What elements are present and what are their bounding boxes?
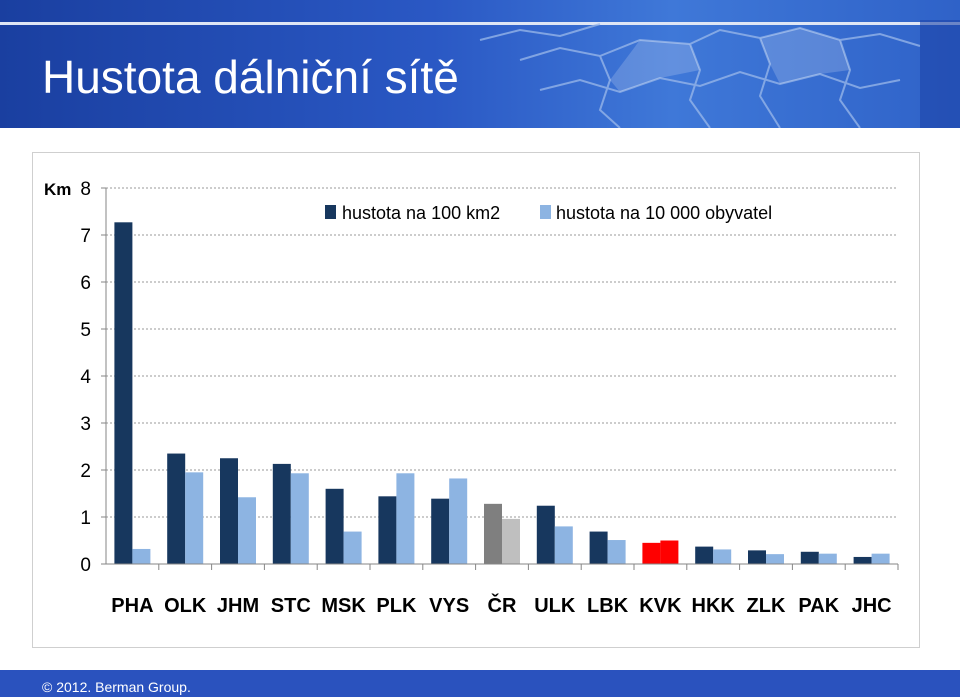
bar-čr-series-1 — [484, 503, 502, 564]
bar-kvk-series-2 — [660, 540, 679, 564]
bar-msk-series-2 — [343, 531, 362, 564]
y-tick-label: 6 — [80, 273, 91, 294]
bar-pak-series-2 — [818, 553, 837, 564]
legend-swatch-series-2 — [540, 205, 551, 219]
bar-chart: 0 1 2 3 4 5 6 7 8 Km PHA OLK JHM STC MSK PLK VYS ČR ULK L… — [44, 179, 899, 617]
bar-jhc-series-2 — [871, 553, 890, 564]
x-tick-label: STC — [271, 595, 311, 617]
bar-kvk-series-1 — [642, 542, 661, 564]
bar-stc-series-2 — [290, 473, 309, 564]
bar-zlk-series-2 — [766, 554, 784, 564]
y-tick-label: 5 — [80, 320, 91, 341]
bar-ulk-series-1 — [536, 505, 555, 564]
bar-lbk-series-1 — [589, 531, 608, 564]
legend-label-series-1: hustota na 100 km2 — [342, 203, 500, 223]
bar-lbk-series-2 — [607, 540, 626, 564]
x-tick-label: OLK — [164, 595, 207, 617]
y-tick-label: 4 — [80, 367, 91, 388]
bar-plk-series-2 — [396, 473, 415, 564]
bar-čr-series-2 — [502, 518, 520, 564]
bar-jhc-series-1 — [853, 556, 872, 564]
y-tick-label: 3 — [80, 414, 91, 435]
y-tick-label: 1 — [80, 508, 91, 529]
bar-hkk-series-1 — [695, 546, 714, 564]
slide-title: Hustota dálniční sítě — [42, 51, 459, 103]
x-tick-label: ULK — [534, 595, 576, 617]
bar-vys-series-1 — [431, 498, 450, 564]
y-axis-ticks: 0 1 2 3 4 5 6 7 8 — [80, 179, 106, 576]
x-tick-label: ZLK — [747, 595, 786, 617]
bar-jhm-series-2 — [238, 497, 256, 564]
bar-olk-series-2 — [185, 472, 204, 564]
slide-header: Hustota dálniční sítě — [0, 0, 960, 128]
x-tick-label: HKK — [692, 595, 736, 617]
bar-jhm-series-1 — [220, 458, 238, 564]
x-tick-label: PLK — [376, 595, 417, 617]
bar-pha-series-1 — [114, 222, 133, 564]
slide-footer: © 2012. Berman Group. — [0, 670, 960, 697]
y-tick-label: 2 — [80, 461, 91, 482]
bar-pak-series-1 — [800, 551, 819, 564]
bars — [114, 222, 890, 564]
x-tick-label: JHC — [852, 595, 892, 617]
bar-plk-series-1 — [378, 496, 397, 564]
bar-olk-series-1 — [167, 453, 186, 564]
bar-stc-series-1 — [272, 463, 291, 564]
y-axis-label: Km — [44, 180, 71, 199]
copyright-text: © 2012. Berman Group. — [42, 679, 191, 695]
map-background — [479, 20, 960, 128]
x-axis: PHA OLK JHM STC MSK PLK VYS ČR ULK LBK KVK HKK ZLK PA… — [105, 188, 899, 617]
x-tick-label: KVK — [639, 595, 682, 617]
x-tick-label: VYS — [429, 595, 469, 617]
chart-frame: 0 1 2 3 4 5 6 7 8 Km PHA OLK JHM STC MSK PLK VYS ČR ULK L… — [32, 152, 920, 648]
bar-msk-series-1 — [325, 488, 344, 564]
y-tick-label: 0 — [80, 555, 91, 576]
y-tick-label: 8 — [80, 179, 91, 200]
bar-zlk-series-1 — [748, 550, 766, 564]
x-tick-label: LBK — [587, 595, 629, 617]
bar-hkk-series-2 — [713, 549, 732, 564]
x-tick-label: JHM — [217, 595, 259, 617]
legend-swatch-series-1 — [325, 205, 336, 219]
x-tick-label: MSK — [321, 595, 366, 617]
bar-ulk-series-2 — [554, 526, 573, 564]
bar-pha-series-2 — [132, 548, 151, 564]
y-tick-label: 7 — [80, 226, 91, 247]
header-line — [0, 22, 960, 25]
x-tick-label: PAK — [798, 595, 839, 617]
bar-vys-series-2 — [449, 478, 468, 564]
legend-label-series-2: hustota na 10 000 obyvatel — [556, 203, 772, 223]
x-tick-label: ČR — [488, 593, 517, 617]
legend: hustota na 100 km2 hustota na 10 000 oby… — [325, 203, 772, 223]
x-tick-label: PHA — [111, 595, 153, 617]
